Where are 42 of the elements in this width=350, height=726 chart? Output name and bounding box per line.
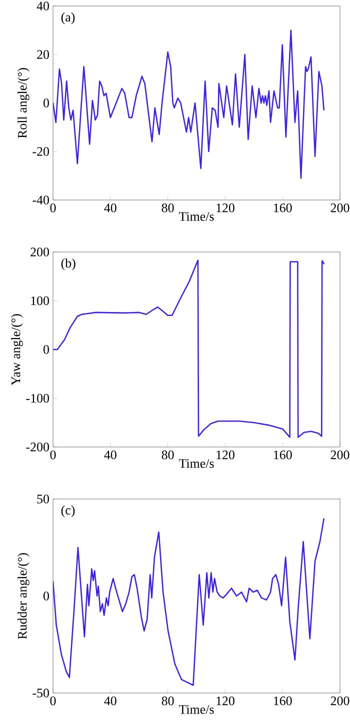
annotation: (c) bbox=[61, 505, 75, 518]
x-tick-label: 40 bbox=[104, 696, 116, 706]
x-tick-label: 40 bbox=[104, 450, 116, 460]
y-tick-label: -50 bbox=[32, 688, 49, 698]
y-tick-label: 0 bbox=[44, 592, 49, 600]
line-series bbox=[53, 518, 325, 686]
x-tick-label: 40 bbox=[104, 204, 116, 212]
x-tick-label: 200 bbox=[330, 696, 350, 706]
x-axis-title: Time/s bbox=[178, 212, 214, 221]
annotation: (a) bbox=[61, 12, 75, 24]
y-tick-label: -20 bbox=[32, 147, 49, 156]
y-axis-title: Rudder angle/(°) bbox=[18, 553, 30, 640]
x-axis-title: Time/s bbox=[178, 459, 214, 468]
y-axis-title: Yaw angle/(°) bbox=[11, 314, 23, 386]
x-tick-label: 160 bbox=[274, 696, 292, 706]
line-series bbox=[53, 260, 325, 438]
y-tick-label: 0 bbox=[44, 345, 49, 354]
y-tick-label: 200 bbox=[30, 248, 49, 256]
y-tick-label: 40 bbox=[36, 2, 49, 10]
x-tick-label: 80 bbox=[162, 696, 174, 706]
x-tick-label: 0 bbox=[50, 696, 56, 706]
x-tick-label: 0 bbox=[50, 450, 56, 460]
y-tick-label: -200 bbox=[26, 442, 49, 452]
x-tick-label: 120 bbox=[216, 204, 234, 212]
y-axis-title: Roll angle/(°) bbox=[18, 68, 30, 138]
x-tick-label: 80 bbox=[162, 450, 174, 460]
x-tick-label: 120 bbox=[216, 450, 234, 460]
y-tick-label: -40 bbox=[32, 196, 49, 204]
y-tick-label: 100 bbox=[31, 296, 49, 306]
y-tick-label: 20 bbox=[37, 50, 49, 59]
x-tick-label: 200 bbox=[330, 204, 350, 212]
x-tick-label: 200 bbox=[330, 450, 350, 460]
y-tick-label: 0 bbox=[44, 98, 49, 108]
x-tick-label: 0 bbox=[50, 204, 56, 212]
y-tick-label: -100 bbox=[26, 394, 49, 403]
x-tick-label: 120 bbox=[216, 696, 234, 706]
x-axis-title: Time/s bbox=[178, 705, 214, 714]
x-tick-label: 160 bbox=[274, 450, 292, 460]
x-tick-label: 160 bbox=[274, 204, 292, 212]
annotation: (b) bbox=[61, 258, 76, 270]
y-tick-label: 50 bbox=[37, 494, 49, 504]
x-tick-label: 80 bbox=[162, 204, 174, 212]
